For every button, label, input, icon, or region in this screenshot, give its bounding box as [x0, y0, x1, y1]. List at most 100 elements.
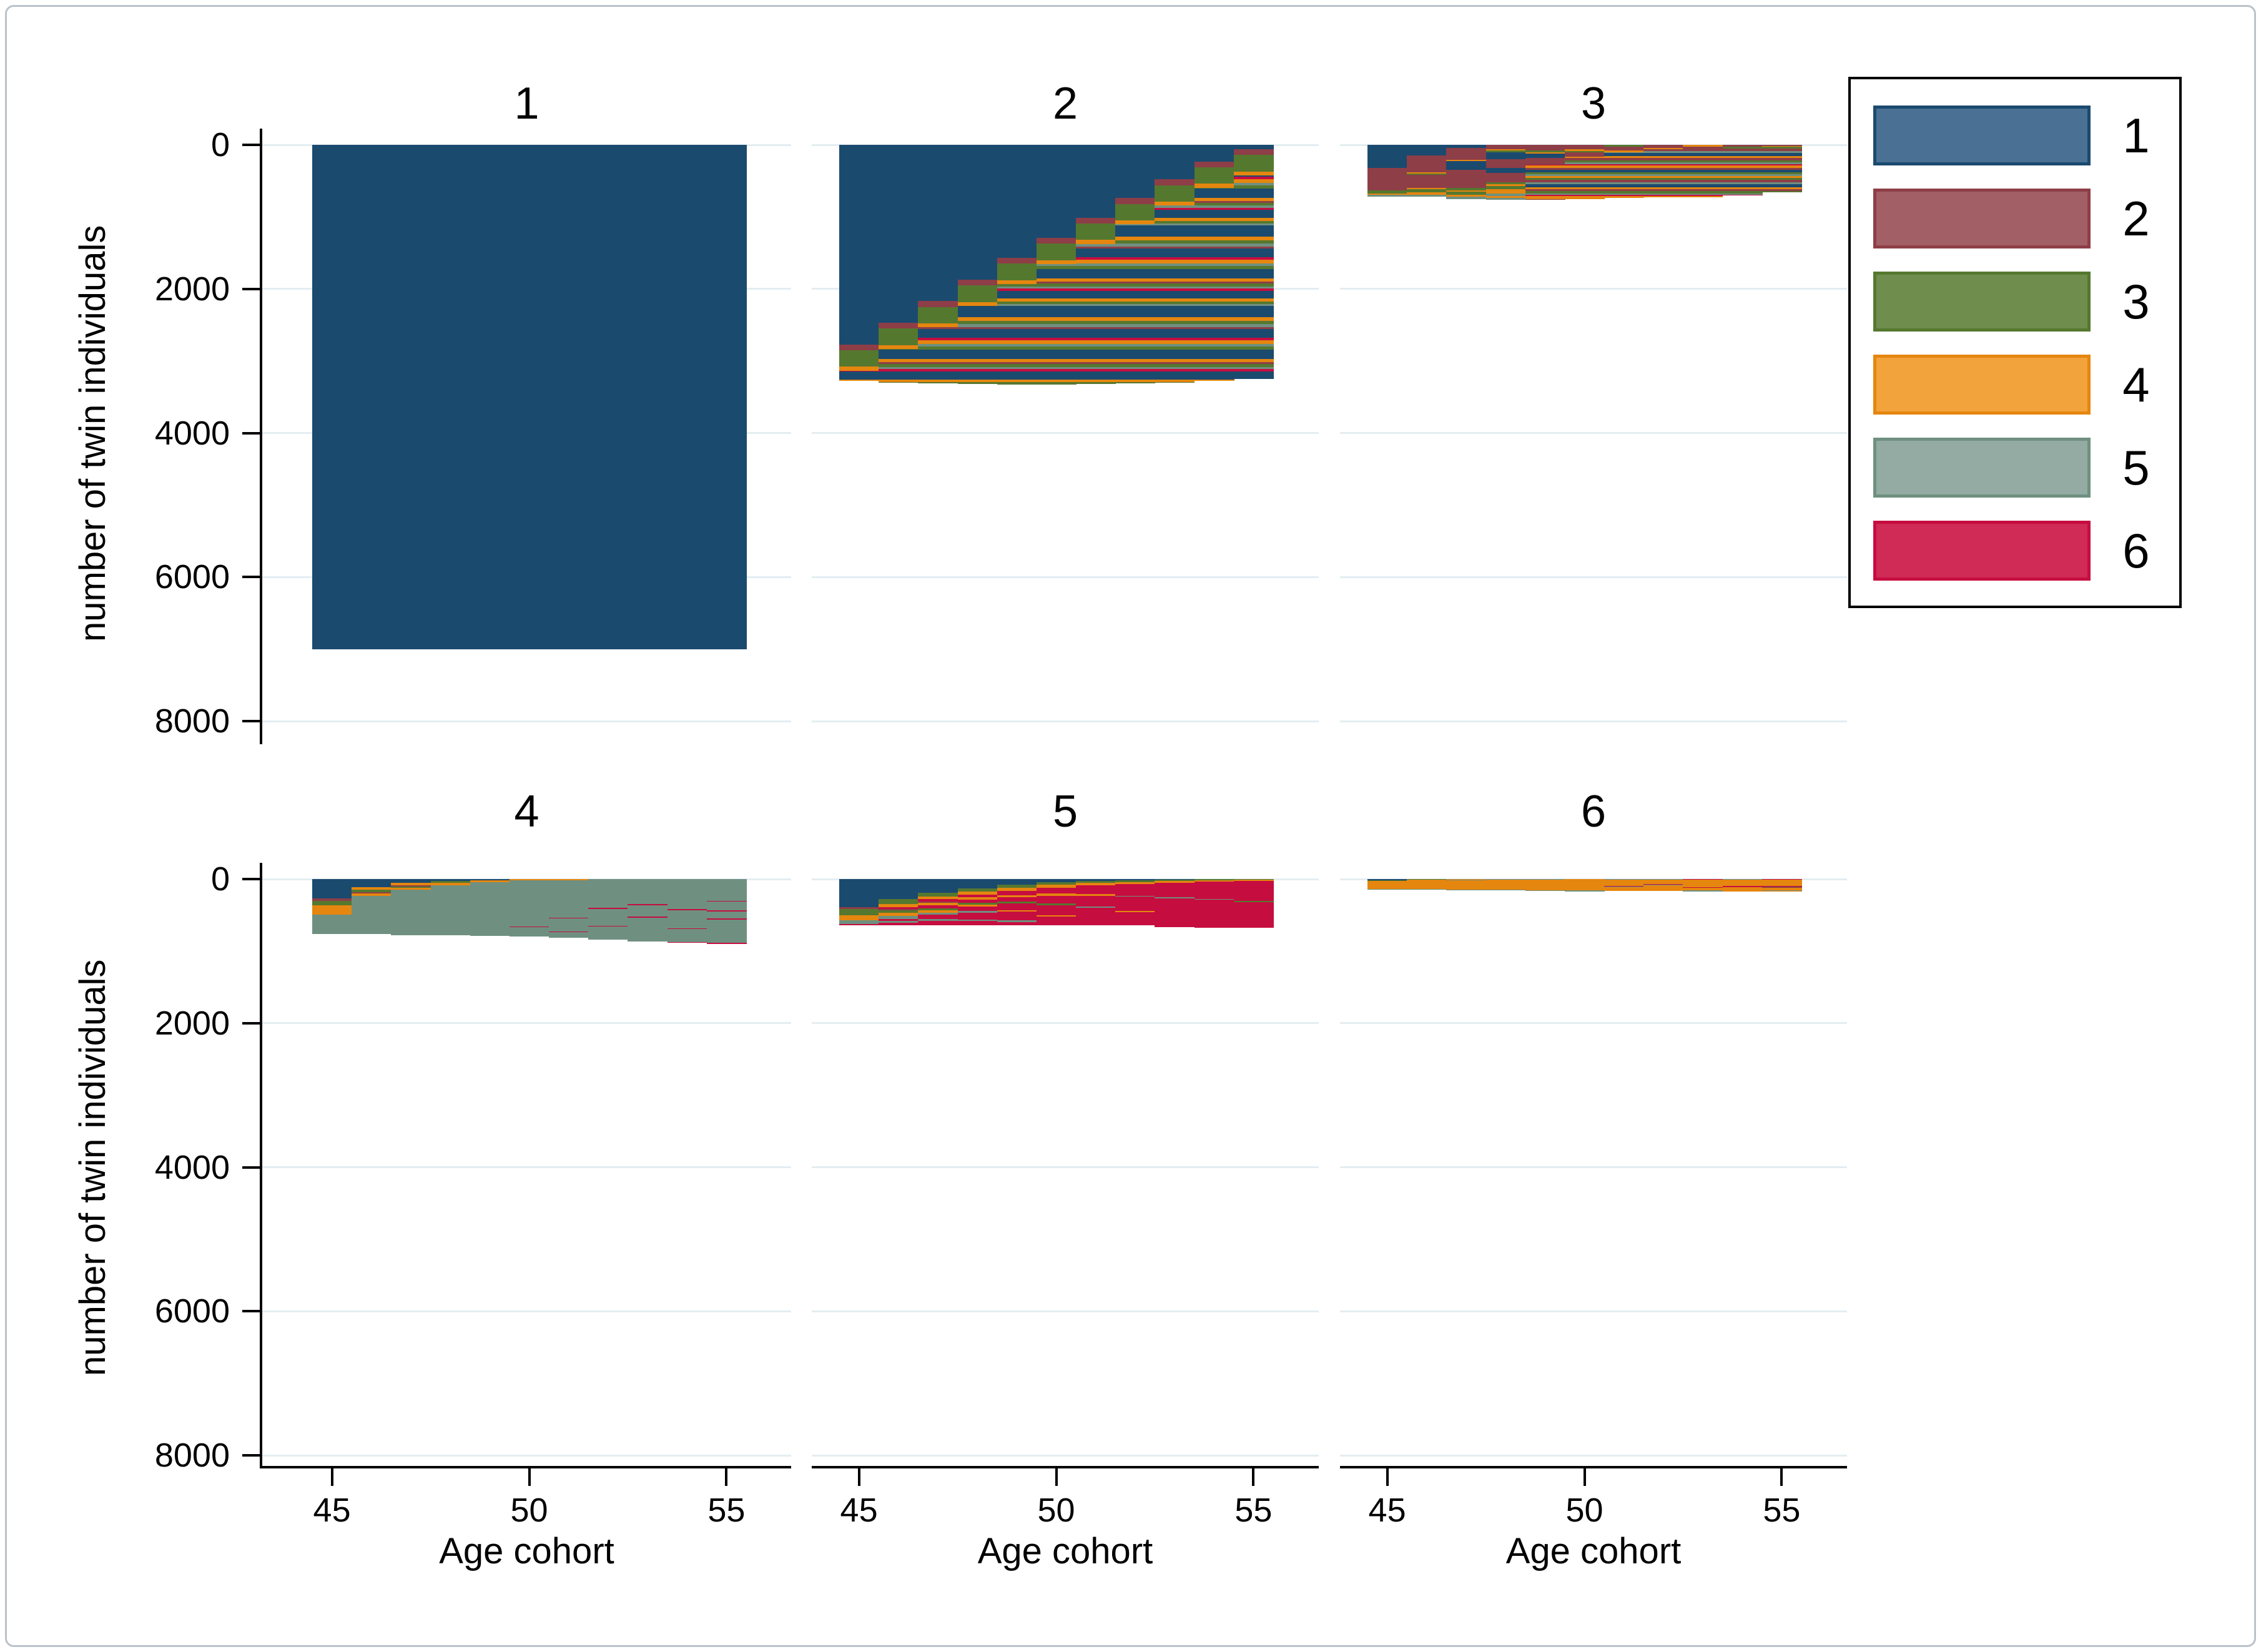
bar-segment	[1722, 179, 1763, 182]
bar-segment	[1722, 886, 1763, 887]
legend-swatch-5	[1873, 438, 2091, 498]
bar-segment	[1564, 164, 1605, 165]
bar-segment	[1036, 298, 1076, 302]
bar-segment	[1194, 187, 1234, 189]
bar-segment	[1115, 321, 1156, 325]
bar-segment	[1604, 175, 1644, 179]
bar-segment	[839, 923, 879, 925]
bar-segment	[1233, 246, 1274, 249]
bar-segment	[1233, 359, 1274, 363]
bar-segment	[1525, 184, 1565, 188]
bar-segment	[997, 895, 1037, 898]
bar-segment	[957, 920, 998, 922]
bar-segment	[1233, 881, 1274, 902]
bar-segment	[1115, 327, 1156, 330]
gridline	[812, 1166, 1319, 1168]
bar-segment	[1564, 157, 1605, 159]
bar-segment	[1722, 145, 1763, 147]
bar-segment	[352, 879, 392, 887]
bar-segment	[918, 301, 958, 307]
bar-segment	[918, 362, 958, 365]
bar-segment	[1036, 893, 1076, 896]
bar-segment	[957, 338, 998, 341]
bar-segment	[1485, 198, 1526, 200]
bar-segment	[1683, 890, 1723, 892]
bar-segment	[918, 879, 958, 893]
bar-segment	[839, 879, 879, 907]
bar-segment	[1115, 879, 1156, 880]
bar-segment	[879, 920, 919, 923]
bar-segment	[918, 369, 958, 371]
bar-segment	[1155, 286, 1195, 289]
bar-segment	[1233, 283, 1274, 287]
bar-segment	[706, 942, 747, 945]
x-axis-title: Age cohort	[977, 1531, 1153, 1571]
bar-segment	[1115, 359, 1156, 363]
panel-title-2: 2	[1052, 79, 1078, 129]
bar-segment	[1036, 269, 1076, 278]
bar-segment	[588, 879, 629, 908]
bar-segment	[1115, 243, 1156, 247]
bar-segment	[997, 286, 1037, 289]
bar-segment	[1194, 298, 1234, 302]
bar-segment	[1076, 340, 1116, 344]
bar-segment	[1233, 269, 1274, 278]
bar-segment	[1446, 197, 1487, 199]
bar-segment	[1525, 150, 1565, 153]
bar-segment	[1446, 879, 1487, 880]
bar-segment	[879, 379, 919, 383]
bar-segment	[549, 880, 589, 918]
bar-segment	[918, 908, 958, 911]
bar-segment	[1407, 155, 1447, 172]
bar-segment	[1194, 200, 1234, 203]
gridline	[812, 1022, 1319, 1025]
bar-segment	[997, 897, 1037, 902]
bar-segment	[1683, 880, 1723, 887]
bar-segment	[588, 926, 629, 927]
bar-segment	[1761, 191, 1802, 193]
bar-segment	[1643, 149, 1684, 152]
bar-segment	[1115, 329, 1156, 338]
bar-segment	[1643, 167, 1684, 170]
bar-segment	[1564, 879, 1605, 891]
bar-segment	[1604, 195, 1644, 197]
bar-segment	[1115, 240, 1156, 244]
bar-segment	[1036, 290, 1076, 299]
bar-segment	[1525, 167, 1565, 170]
bar-segment	[1233, 298, 1274, 302]
bar-segment	[470, 879, 510, 880]
bar-segment	[1564, 179, 1605, 182]
bar-segment	[1076, 880, 1116, 883]
bar-segment	[997, 340, 1037, 344]
bar-segment	[1564, 158, 1605, 160]
bar-segment	[1115, 340, 1156, 344]
bar-segment	[430, 885, 471, 935]
bar-segment	[628, 879, 668, 905]
bar-segment	[1076, 246, 1116, 249]
bar-segment	[1643, 151, 1684, 154]
bar-segment	[1194, 265, 1234, 270]
bar-segment	[1604, 189, 1644, 192]
bar-segment	[1036, 887, 1076, 894]
bar-segment	[1155, 379, 1195, 383]
bar-segment	[1036, 916, 1076, 925]
bar-segment	[879, 345, 919, 350]
y-tick-label: 2000	[154, 1004, 230, 1042]
bar-segment	[1233, 176, 1274, 179]
bar-segment	[957, 145, 998, 280]
bar-segment	[1194, 282, 1234, 284]
bar-segment	[1036, 382, 1076, 385]
bar-segment	[1155, 317, 1195, 322]
bar-segment	[1722, 178, 1763, 180]
bar-segment	[1155, 246, 1195, 249]
bar-segment	[1407, 189, 1447, 193]
bar-segment	[1564, 193, 1605, 195]
bar-segment	[1233, 202, 1274, 206]
bar-segment	[1155, 883, 1195, 898]
bar-segment	[1076, 306, 1116, 317]
bar-segment	[1761, 178, 1802, 180]
bar-segment	[997, 344, 1037, 347]
bar-segment	[1115, 897, 1156, 912]
figure-frame	[5, 5, 2256, 1647]
bar-segment	[1155, 185, 1195, 202]
